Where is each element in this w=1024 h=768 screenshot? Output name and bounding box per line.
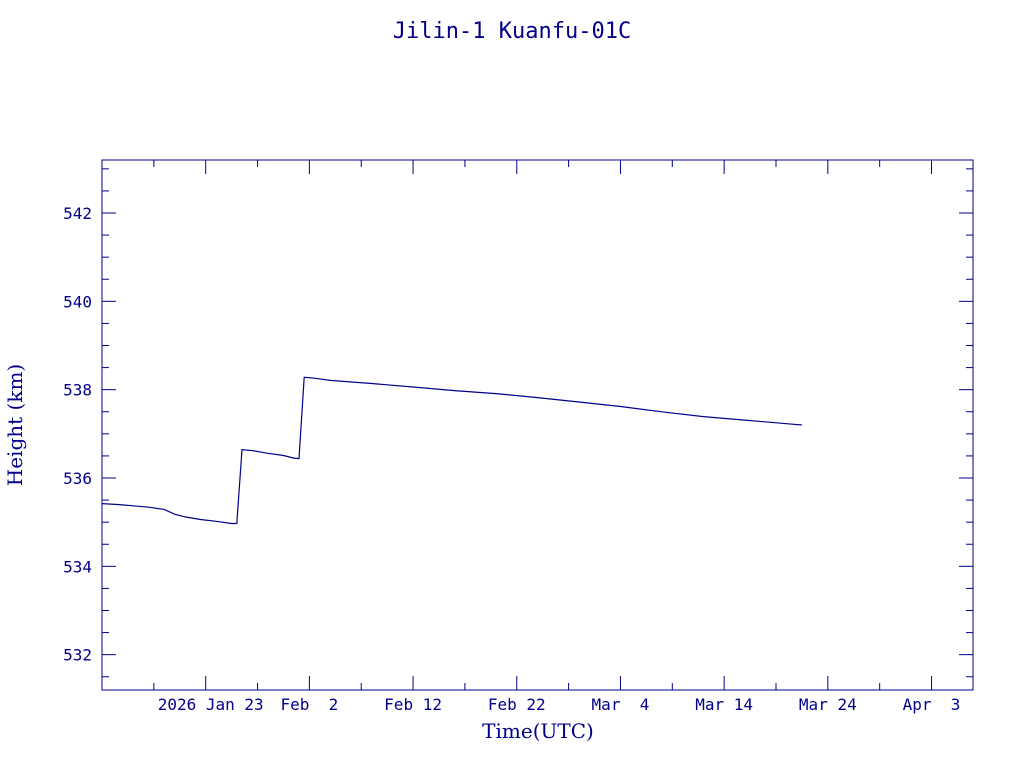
x-tick-label: Mar 4 bbox=[592, 695, 650, 714]
height-series-line bbox=[101, 376, 802, 525]
y-axis-label: Height (km) bbox=[3, 364, 27, 486]
y-tick-label: 542 bbox=[63, 204, 92, 223]
x-tick-label: 2026 Jan 23 bbox=[158, 695, 264, 714]
x-axis-label: Time(UTC) bbox=[482, 719, 594, 743]
y-tick-label: 532 bbox=[63, 646, 92, 665]
y-tick-label: 538 bbox=[63, 381, 92, 400]
x-tick-label: Mar 24 bbox=[799, 695, 857, 714]
x-tick-label: Apr 3 bbox=[903, 695, 961, 714]
x-tick-label: Feb 12 bbox=[384, 695, 442, 714]
y-tick-label: 540 bbox=[63, 292, 92, 311]
x-tick-label: Feb 22 bbox=[488, 695, 546, 714]
chart-title: Jilin-1 Kuanfu-01C bbox=[393, 19, 631, 44]
y-tick-label: 536 bbox=[63, 469, 92, 488]
x-tick-label: Mar 14 bbox=[695, 695, 753, 714]
plot-frame bbox=[101, 159, 974, 691]
y-tick-label: 534 bbox=[63, 557, 92, 576]
x-tick-label: Feb 2 bbox=[280, 695, 338, 714]
